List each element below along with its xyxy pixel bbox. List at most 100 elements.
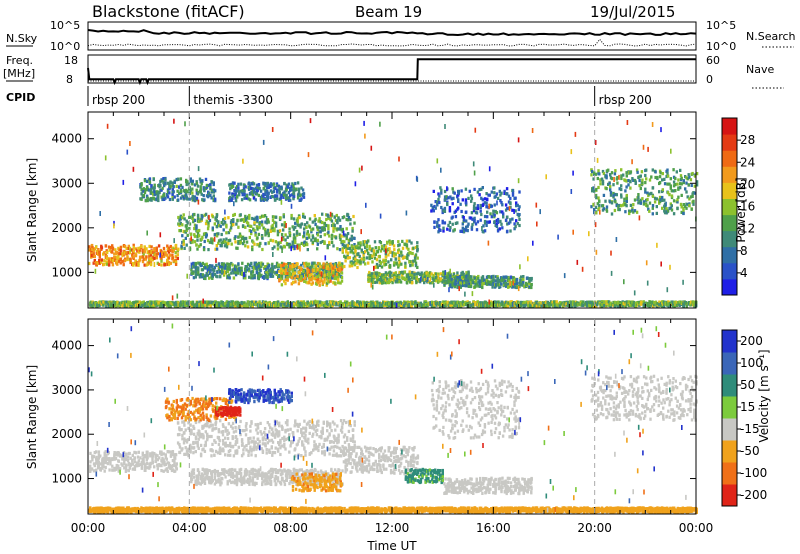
echo-cell — [248, 186, 252, 190]
echo-cell — [196, 272, 200, 276]
echo-cell — [625, 193, 628, 198]
echo-cell — [520, 280, 523, 284]
echo-cell — [146, 250, 149, 254]
echo-cell — [494, 194, 497, 199]
echo-cell — [178, 191, 181, 195]
echo-cell — [397, 265, 400, 269]
echo-cell — [123, 251, 127, 255]
echo-cell — [141, 254, 145, 258]
echo-cell — [453, 285, 456, 289]
echo-cell — [126, 251, 129, 255]
echo-cell — [650, 191, 653, 195]
echo-cell — [397, 240, 400, 244]
echo-cell — [482, 202, 485, 206]
echo-cell — [651, 212, 654, 216]
echo-cell — [460, 229, 463, 233]
echo-cell — [478, 193, 481, 197]
echo-cell — [132, 255, 135, 259]
echo-cell — [602, 171, 606, 176]
echo-cell — [672, 180, 676, 184]
echo-cell — [486, 215, 489, 219]
echo-cell — [259, 269, 262, 273]
echo-cell — [632, 178, 635, 182]
echo-cell — [518, 217, 521, 221]
echo-cell — [333, 215, 336, 219]
echo-cell — [347, 216, 351, 220]
echo-cell — [156, 261, 159, 265]
echo-cell — [595, 211, 598, 215]
echo-cell — [251, 193, 254, 197]
echo-cell — [596, 176, 599, 181]
echo-cell — [174, 246, 178, 251]
echo-cell — [112, 302, 115, 306]
echo-cell — [493, 220, 496, 224]
echo-cell — [452, 190, 455, 194]
echo-cell — [513, 222, 516, 226]
echo-cell — [193, 195, 197, 199]
echo-cell — [205, 262, 208, 266]
echo-cell — [245, 240, 249, 244]
echo-cell — [157, 244, 161, 248]
echo-cell — [138, 250, 141, 254]
echo-cell — [196, 184, 200, 188]
echo-cell — [227, 273, 231, 277]
echo-cell — [90, 244, 94, 248]
echo-cell — [253, 242, 256, 246]
echo-cell — [117, 257, 120, 261]
echo-cell — [442, 226, 445, 230]
echo-cell — [264, 181, 267, 186]
echo-cell — [185, 192, 188, 196]
echo-cell — [250, 232, 253, 236]
echo-cell — [104, 244, 108, 248]
echo-cell — [332, 262, 335, 266]
echo-cell — [674, 183, 677, 187]
echo-cell — [505, 187, 509, 191]
echo-cell — [501, 276, 504, 280]
echo-cell — [252, 190, 256, 194]
echo-cell — [141, 260, 145, 264]
echo-cell — [443, 195, 447, 199]
echo-cell — [663, 206, 667, 210]
echo-cell — [423, 278, 427, 282]
echo-cell — [102, 300, 105, 304]
echo-cell — [359, 260, 362, 264]
echo-cell — [314, 222, 317, 227]
echo-cell — [473, 187, 476, 191]
echo-cell — [242, 240, 246, 244]
echo-cell — [269, 274, 272, 278]
echo-cell — [376, 250, 379, 254]
echo-cell — [182, 213, 185, 217]
echo-cell — [179, 177, 183, 181]
echo-cell — [256, 216, 259, 220]
echo-cell — [323, 226, 326, 230]
echo-cell — [159, 183, 162, 187]
echo-cell — [438, 224, 441, 228]
echo-cell — [291, 268, 294, 272]
echo-cell — [168, 253, 172, 257]
echo-cell — [310, 272, 313, 276]
echo-cell — [439, 279, 442, 283]
echo-cell — [459, 202, 462, 206]
echo-cell — [226, 275, 230, 279]
echo-cell — [95, 245, 98, 249]
echo-cell — [303, 242, 306, 246]
echo-cell — [306, 248, 309, 252]
echo-cell — [231, 194, 235, 198]
echo-cell — [451, 274, 454, 278]
echo-cell — [269, 228, 272, 232]
echo-cell — [431, 281, 434, 285]
echo-cell — [266, 270, 269, 274]
echo-cell — [303, 240, 306, 244]
echo-cell — [202, 246, 206, 250]
echo-cell — [221, 266, 224, 270]
echo-cell — [503, 189, 506, 193]
echo-cell — [376, 265, 379, 269]
echo-cell — [676, 198, 679, 202]
echo-cell — [248, 235, 251, 240]
echo-cell — [317, 278, 320, 282]
echo-cell — [637, 195, 640, 200]
echo-cell — [129, 257, 132, 261]
echo-cell — [388, 242, 392, 246]
echo-cell — [330, 212, 334, 216]
echo-cell — [117, 259, 121, 263]
